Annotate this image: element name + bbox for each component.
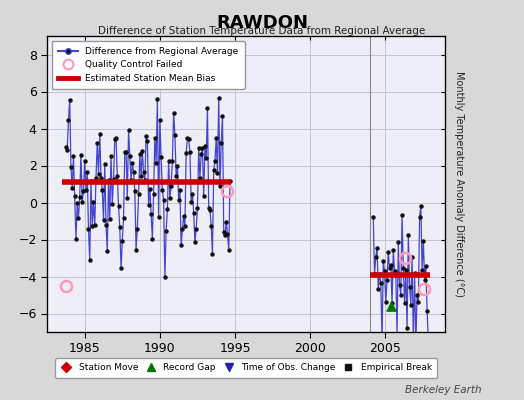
Text: Berkeley Earth: Berkeley Earth <box>406 385 482 395</box>
Legend: Station Move, Record Gap, Time of Obs. Change, Empirical Break: Station Move, Record Gap, Time of Obs. C… <box>55 358 438 378</box>
Y-axis label: Monthly Temperature Anomaly Difference (°C): Monthly Temperature Anomaly Difference (… <box>454 71 464 297</box>
Text: RAWDON: RAWDON <box>216 14 308 32</box>
Text: Difference of Station Temperature Data from Regional Average: Difference of Station Temperature Data f… <box>99 26 425 36</box>
